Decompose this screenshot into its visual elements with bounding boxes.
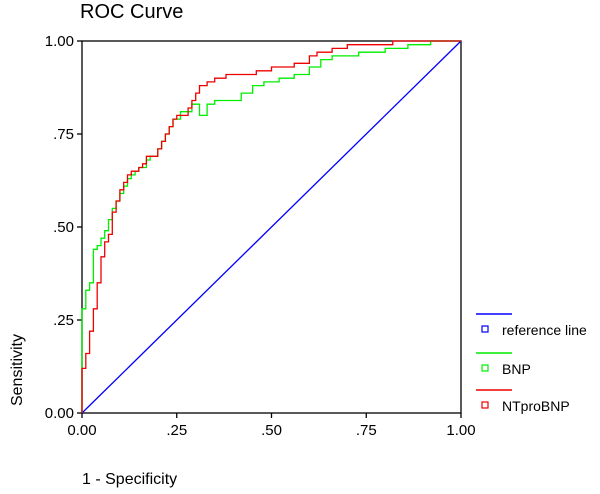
x-axis-label: 1 - Specificity [82,471,177,488]
series-line-reference-line [81,40,462,414]
x-tick-label: 0.00 [67,422,96,439]
x-tick-label: 1.00 [446,422,475,439]
chart-title: ROC Curve [80,1,183,23]
legend-label-reference-line: reference line [502,322,587,338]
y-axis-label: Sensitivity [9,334,26,406]
x-tick-label: .50 [261,422,282,439]
y-tick-label: .25 [53,312,74,329]
legend: reference line BNP NTproBNP [476,313,587,414]
x-tick-label: .25 [166,422,187,439]
legend-label-bnp: BNP [502,361,531,377]
legend-marker-bnp [481,364,489,372]
y-tick-label: 0.00 [45,405,74,422]
x-tick-label: .75 [356,422,377,439]
legend-marker-reference-line [481,325,489,333]
y-tick-label: 1.00 [45,33,74,50]
y-tick-label: .75 [53,126,74,143]
legend-label-ntprobnp: NTproBNP [502,398,570,414]
y-tick-label: .50 [53,219,74,236]
series-line-ntprobnp [81,40,461,413]
legend-marker-ntprobnp [481,401,489,409]
